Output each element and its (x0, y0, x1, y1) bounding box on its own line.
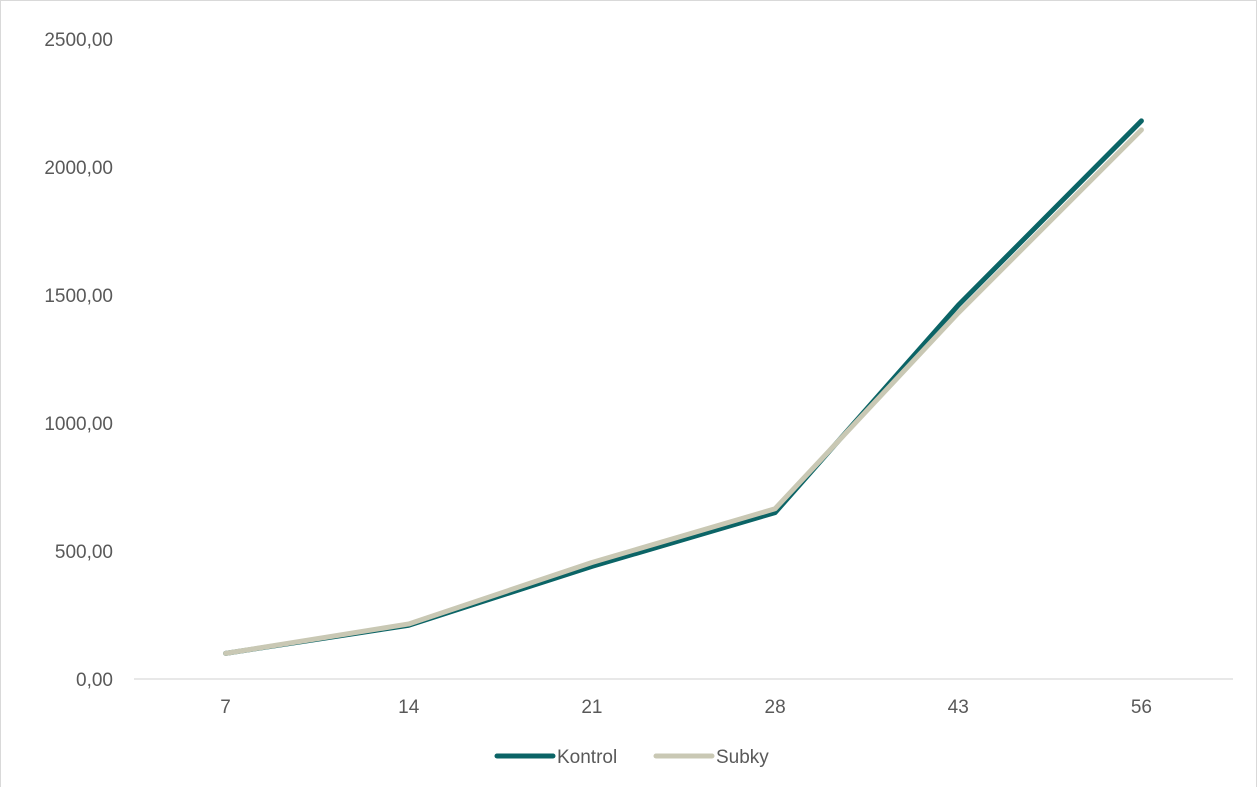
y-tick-label: 500,00 (55, 542, 113, 563)
y-tick-label: 1000,00 (44, 414, 113, 435)
x-tick-label: 14 (398, 697, 420, 718)
legend: Kontrol Subky (494, 747, 769, 768)
x-tick-label: 21 (581, 697, 602, 718)
x-tick-label: 43 (948, 697, 969, 718)
y-tick-label: 2500,00 (44, 30, 113, 51)
legend-label: Subky (716, 747, 769, 768)
y-tick-label: 1500,00 (44, 286, 113, 307)
x-tick-label: 28 (765, 697, 786, 718)
legend-item-kontrol: Kontrol (494, 747, 617, 768)
y-tick-label: 2000,00 (44, 158, 113, 179)
x-axis-tick-labels: 7 14 21 28 43 56 (220, 697, 1152, 718)
series-line-kontrol (223, 118, 1144, 656)
y-axis-tick-labels: 0,00 500,00 1000,00 1500,00 2000,00 2500,00 (44, 30, 113, 691)
y-tick-label: 0,00 (76, 670, 113, 691)
legend-item-subky: Subky (653, 747, 769, 768)
x-tick-label: 56 (1131, 697, 1152, 718)
x-tick-label: 7 (220, 697, 231, 718)
series-line-subky (223, 127, 1144, 656)
series-lines (223, 118, 1144, 656)
legend-label: Kontrol (557, 747, 617, 768)
